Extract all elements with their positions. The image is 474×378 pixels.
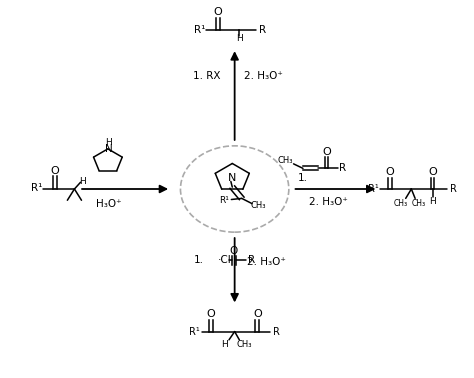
Text: CH₃: CH₃	[394, 199, 408, 208]
Text: O: O	[322, 147, 331, 157]
Text: H₃O⁺: H₃O⁺	[96, 199, 122, 209]
Text: H: H	[80, 177, 86, 186]
Text: R¹: R¹	[189, 327, 200, 336]
Text: CH₃: CH₃	[251, 201, 266, 210]
Text: R: R	[273, 327, 280, 336]
Text: 2. H₃O⁺: 2. H₃O⁺	[245, 71, 283, 81]
Text: R¹: R¹	[219, 196, 229, 205]
Text: O: O	[386, 167, 394, 178]
Text: H: H	[105, 138, 112, 147]
Text: R¹: R¹	[368, 184, 379, 194]
Text: H: H	[429, 197, 436, 206]
Text: 2. H₃O⁺: 2. H₃O⁺	[309, 197, 347, 207]
Text: H: H	[236, 34, 243, 43]
Text: R: R	[450, 184, 457, 194]
Text: CH₃: CH₃	[412, 199, 426, 208]
Text: N: N	[228, 173, 237, 183]
Text: 1. RX: 1. RX	[192, 71, 220, 81]
Text: R: R	[259, 25, 266, 34]
Text: O: O	[207, 309, 216, 319]
Text: CH₃: CH₃	[277, 156, 293, 165]
Text: O: O	[229, 246, 238, 256]
Text: R: R	[339, 163, 346, 174]
Text: O: O	[253, 309, 262, 319]
Text: R¹: R¹	[31, 183, 42, 193]
Text: H: H	[221, 340, 228, 349]
Text: O: O	[214, 7, 222, 17]
Text: O: O	[428, 167, 437, 178]
Text: ·Cl: ·Cl	[218, 254, 231, 265]
Text: 2. H₃O⁺: 2. H₃O⁺	[247, 257, 286, 267]
Text: 1.: 1.	[298, 174, 308, 183]
Text: 1.: 1.	[194, 254, 204, 265]
Text: R¹: R¹	[193, 25, 205, 34]
Text: O: O	[50, 166, 59, 176]
Text: R: R	[247, 254, 255, 265]
Text: N: N	[105, 144, 113, 154]
Text: CH₃: CH₃	[237, 340, 252, 349]
